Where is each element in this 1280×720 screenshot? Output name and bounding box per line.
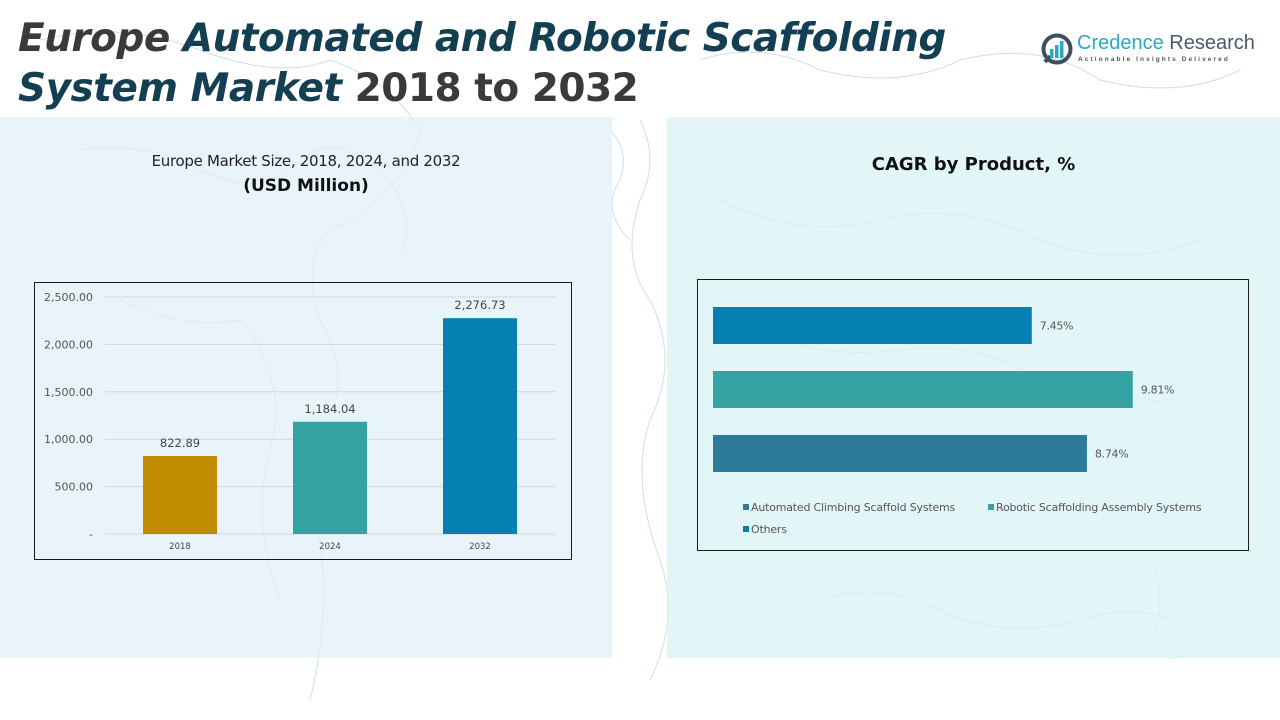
- legend-swatch: [743, 526, 749, 532]
- logo-name: Credence Research: [1077, 32, 1255, 54]
- legend-swatch: [743, 504, 749, 510]
- legend-label: Automated Climbing Scaffold Systems: [751, 501, 956, 514]
- title-years: 2018 to 2032: [354, 66, 639, 111]
- data-label: 8.74%: [1095, 448, 1128, 461]
- legend-label: Others: [751, 523, 787, 536]
- y-tick-label: -: [89, 528, 93, 541]
- cagr-chart-svg: 7.45% 9.81% 8.74% Automated Climbing Scaffo…: [713, 307, 1202, 536]
- market-size-chart-svg: - 500.00 1,000.00 1,500.00 2,000.00 2,500.00 8…: [44, 291, 555, 552]
- cagr-title: CAGR by Product, %: [871, 154, 1076, 175]
- bar-robotic-scaffolding-assembly-systems: [713, 371, 1133, 408]
- cagr-chart: 7.45% 9.81% 8.74% Automated Climbing Scaffo…: [697, 279, 1249, 551]
- bar-chart-circle-icon: [1041, 33, 1073, 65]
- bar-2018: [143, 455, 217, 534]
- data-label: 2,276.73: [454, 298, 505, 312]
- title-topic-cont: System Market: [18, 66, 355, 111]
- market-size-unit: (USD Million): [243, 176, 369, 196]
- x-tick-label: 2032: [469, 542, 491, 552]
- x-tick-label: 2018: [169, 542, 191, 552]
- bar-automated-climbing-scaffold-systems: [713, 435, 1087, 472]
- bar-2024: [293, 421, 367, 534]
- credence-research-logo: Credence Research Actionable Insights De…: [1040, 30, 1260, 70]
- data-label: 1,184.04: [304, 402, 355, 416]
- title-topic: Automated and Robotic Scaffolding: [182, 16, 946, 61]
- data-label: 9.81%: [1141, 384, 1174, 397]
- x-tick-label: 2024: [319, 542, 341, 552]
- y-tick-label: 500.00: [55, 481, 94, 494]
- title-region: Europe: [18, 16, 183, 61]
- market-size-chart: - 500.00 1,000.00 1,500.00 2,000.00 2,500.00 8…: [34, 282, 572, 560]
- bar-2032: [443, 318, 517, 534]
- bar-others: [713, 307, 1032, 344]
- y-tick-label: 1,500.00: [44, 386, 93, 399]
- market-size-subtitle: Europe Market Size, 2018, 2024, and 2032: [151, 152, 461, 170]
- y-tick-label: 2,500.00: [44, 291, 93, 304]
- data-label: 7.45%: [1040, 320, 1073, 333]
- page-title: Europe Automated and Robotic Scaffolding…: [18, 14, 1018, 114]
- data-label: 822.89: [160, 436, 200, 450]
- y-tick-label: 1,000.00: [44, 433, 93, 446]
- legend-label: Robotic Scaffolding Assembly Systems: [996, 501, 1202, 514]
- legend-swatch: [988, 504, 994, 510]
- logo-tagline: Actionable Insights Delivered: [1078, 56, 1230, 63]
- y-tick-label: 2,000.00: [44, 338, 93, 351]
